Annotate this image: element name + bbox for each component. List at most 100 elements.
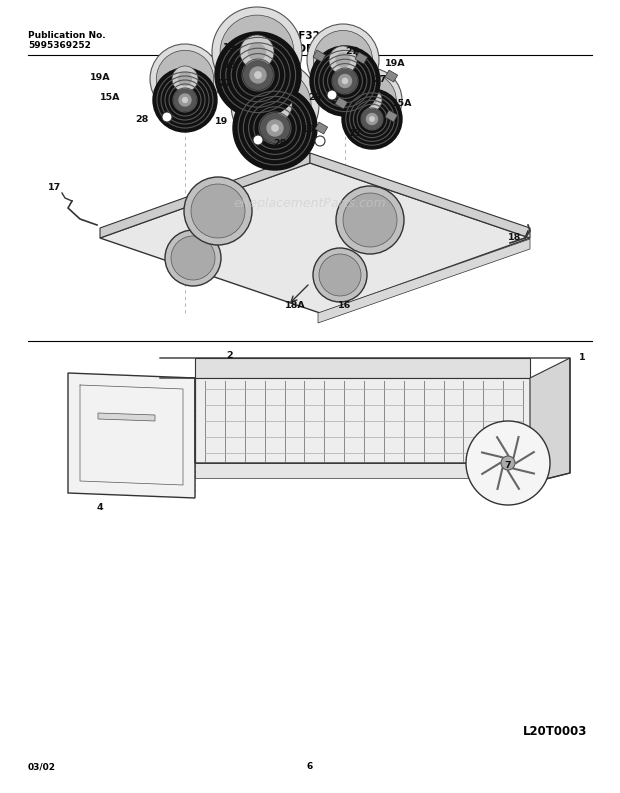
Circle shape xyxy=(364,94,376,106)
Polygon shape xyxy=(98,413,155,421)
Circle shape xyxy=(171,236,215,280)
Circle shape xyxy=(233,86,317,170)
Text: 16: 16 xyxy=(339,301,352,309)
Circle shape xyxy=(466,421,550,505)
Circle shape xyxy=(327,90,337,100)
Circle shape xyxy=(310,46,380,116)
Text: 28: 28 xyxy=(273,139,286,147)
Circle shape xyxy=(343,193,397,247)
Circle shape xyxy=(336,53,350,67)
Polygon shape xyxy=(100,163,530,313)
Text: 27: 27 xyxy=(218,79,232,87)
Circle shape xyxy=(231,61,319,149)
Text: 15: 15 xyxy=(301,125,314,133)
Circle shape xyxy=(162,112,172,122)
Circle shape xyxy=(215,32,301,118)
Circle shape xyxy=(250,67,266,83)
Circle shape xyxy=(179,72,192,86)
Text: 19A: 19A xyxy=(90,74,110,82)
Polygon shape xyxy=(195,378,530,463)
Text: 17: 17 xyxy=(48,183,61,193)
Text: 2: 2 xyxy=(227,351,233,359)
Polygon shape xyxy=(195,358,530,378)
Text: L20T0003: L20T0003 xyxy=(523,725,587,738)
Circle shape xyxy=(150,44,220,114)
Polygon shape xyxy=(160,378,195,463)
Circle shape xyxy=(334,69,356,93)
Text: 27: 27 xyxy=(348,128,361,137)
Text: Publication No.: Publication No. xyxy=(28,31,105,40)
Polygon shape xyxy=(195,463,530,478)
Circle shape xyxy=(220,15,294,89)
Circle shape xyxy=(342,79,348,83)
Text: 4: 4 xyxy=(97,503,104,511)
Text: 1: 1 xyxy=(578,354,585,362)
Text: 03/02: 03/02 xyxy=(28,762,56,771)
Circle shape xyxy=(313,248,367,302)
Circle shape xyxy=(358,88,382,112)
Bar xyxy=(315,122,327,134)
Circle shape xyxy=(272,125,278,131)
Circle shape xyxy=(362,109,382,129)
Circle shape xyxy=(212,7,302,97)
Circle shape xyxy=(314,30,373,90)
Text: eReplacementParts.com: eReplacementParts.com xyxy=(234,197,386,209)
Bar xyxy=(313,50,326,62)
Circle shape xyxy=(267,120,283,136)
Circle shape xyxy=(165,230,221,286)
Circle shape xyxy=(153,68,217,132)
Text: 15A: 15A xyxy=(392,98,412,108)
Circle shape xyxy=(184,177,252,245)
Circle shape xyxy=(183,98,187,102)
Text: 19A: 19A xyxy=(384,59,405,67)
Circle shape xyxy=(370,117,374,121)
Circle shape xyxy=(366,113,378,125)
Circle shape xyxy=(339,75,352,87)
Circle shape xyxy=(253,135,263,145)
Text: 19: 19 xyxy=(223,44,237,52)
Circle shape xyxy=(319,254,361,296)
Circle shape xyxy=(342,89,402,149)
Text: 15: 15 xyxy=(223,60,237,70)
Circle shape xyxy=(174,89,196,111)
Polygon shape xyxy=(310,153,530,238)
Circle shape xyxy=(336,186,404,254)
Polygon shape xyxy=(100,153,310,238)
Bar xyxy=(385,110,397,122)
Text: 6: 6 xyxy=(307,762,313,771)
Polygon shape xyxy=(318,239,530,323)
Circle shape xyxy=(258,88,292,122)
Text: FEF326A: FEF326A xyxy=(285,31,335,41)
Text: 27: 27 xyxy=(373,75,387,85)
Circle shape xyxy=(156,50,214,108)
Bar xyxy=(335,97,348,109)
Circle shape xyxy=(191,184,245,238)
Text: 28: 28 xyxy=(135,116,149,125)
Text: 15A: 15A xyxy=(100,94,120,102)
Text: 18: 18 xyxy=(508,232,521,242)
Circle shape xyxy=(244,60,272,90)
Bar xyxy=(355,52,368,64)
Circle shape xyxy=(338,68,402,132)
Bar xyxy=(385,70,397,82)
Circle shape xyxy=(329,46,357,74)
Text: TOP/DRAWER: TOP/DRAWER xyxy=(271,44,349,54)
Text: 27: 27 xyxy=(345,47,358,56)
Circle shape xyxy=(239,69,311,141)
Circle shape xyxy=(179,94,191,106)
Circle shape xyxy=(343,74,396,126)
Text: 28: 28 xyxy=(308,93,322,102)
Polygon shape xyxy=(68,373,195,498)
Text: 19: 19 xyxy=(215,117,229,125)
Circle shape xyxy=(172,66,198,92)
Circle shape xyxy=(255,72,261,79)
Circle shape xyxy=(315,136,325,146)
Circle shape xyxy=(267,97,283,113)
Text: 18A: 18A xyxy=(285,301,306,309)
Circle shape xyxy=(501,456,515,470)
Text: 7: 7 xyxy=(505,462,511,470)
Circle shape xyxy=(249,44,265,60)
Text: 5995369252: 5995369252 xyxy=(28,41,91,50)
Polygon shape xyxy=(530,358,570,483)
Circle shape xyxy=(307,24,379,96)
